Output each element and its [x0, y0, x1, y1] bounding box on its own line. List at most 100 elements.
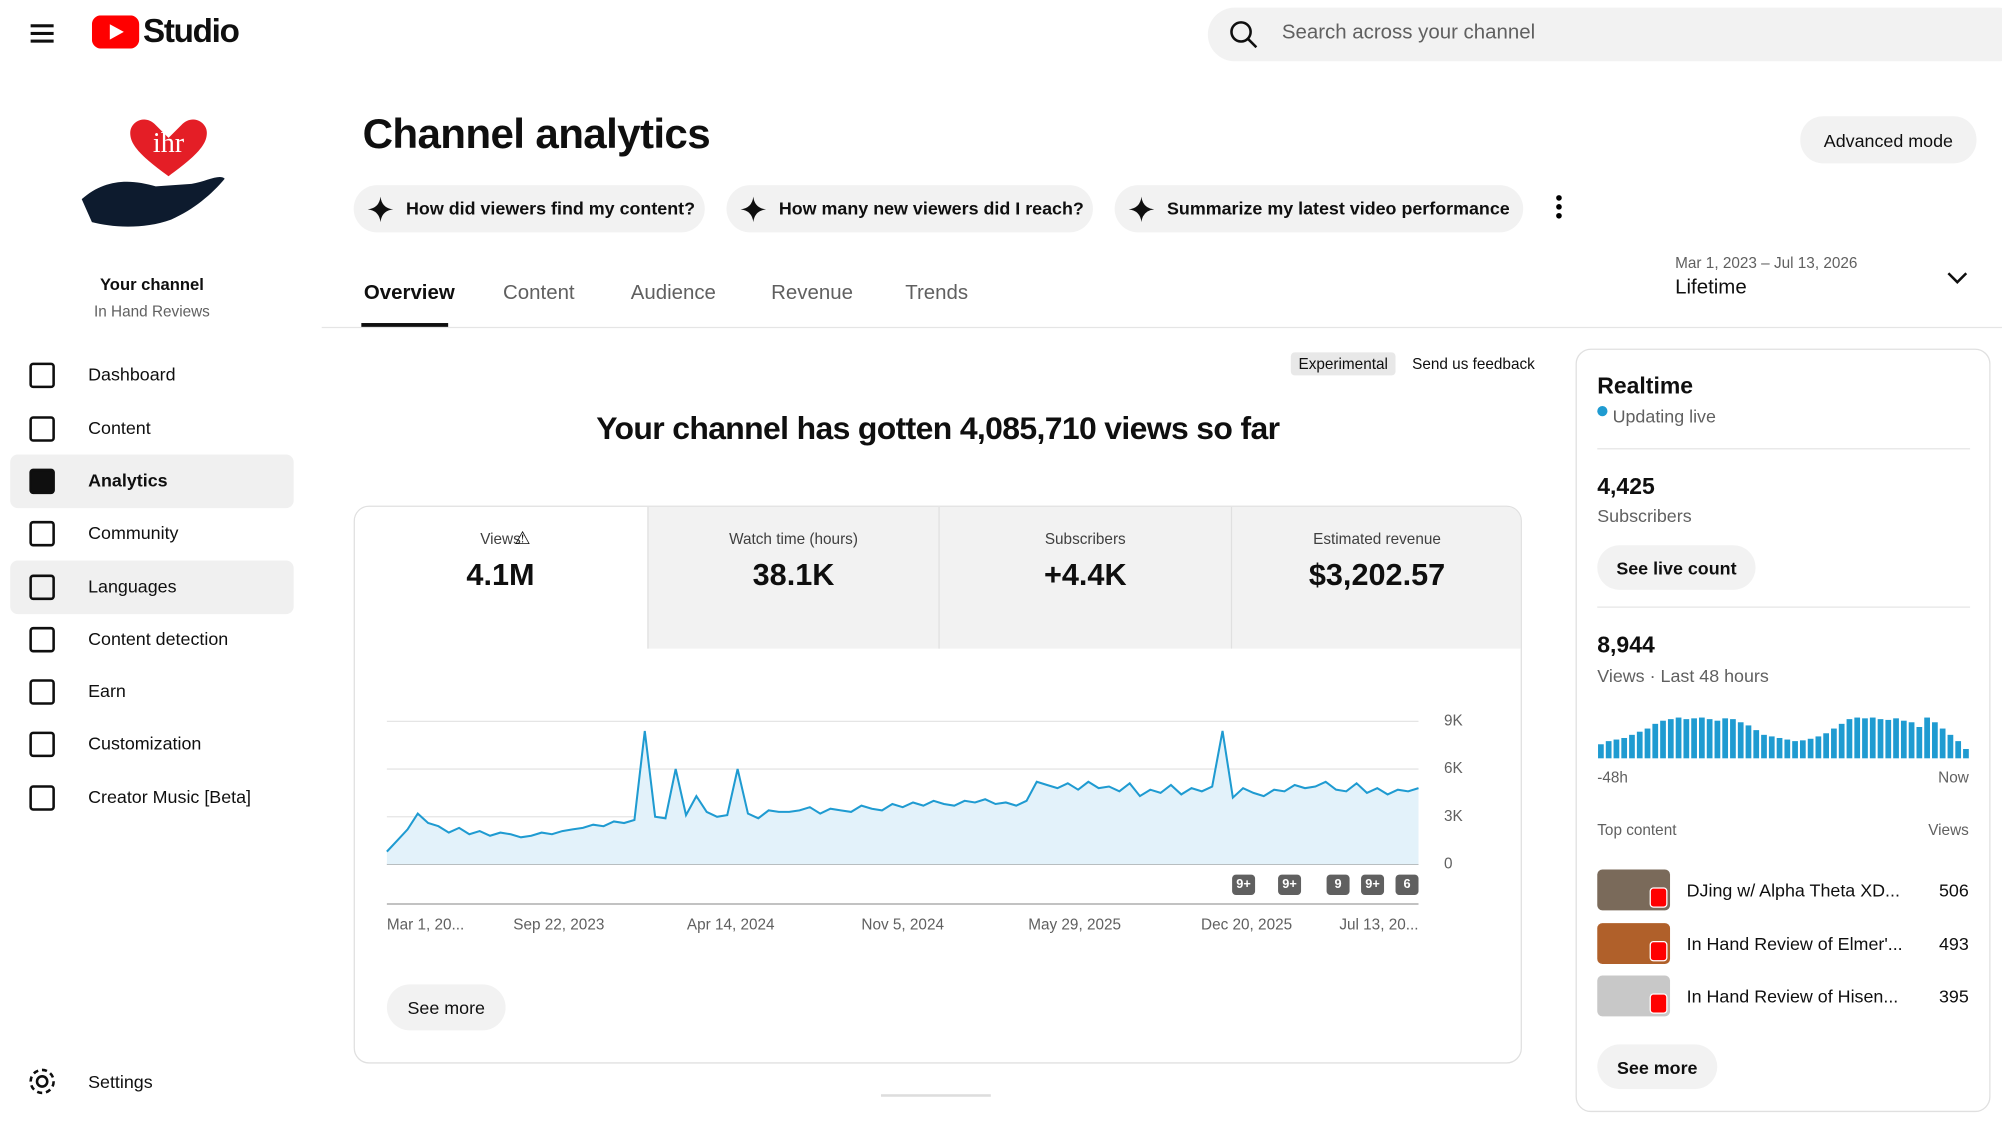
subscribers-label: Subscribers	[1597, 505, 1692, 527]
thumbnail[interactable]	[1597, 869, 1671, 911]
nav-icon[interactable]	[27, 414, 58, 445]
tab[interactable]: Content	[503, 282, 575, 304]
realtime-bar	[1737, 722, 1744, 759]
tabs-divider	[321, 326, 2002, 329]
experimental-badge: Experimental	[1290, 352, 1396, 376]
realtime-bar	[1877, 719, 1884, 759]
shorts-badge	[1649, 940, 1668, 961]
prompt-text: How did viewers find my content?	[406, 197, 696, 219]
realtime-bar	[1706, 719, 1713, 759]
nav-icon[interactable]	[27, 783, 58, 814]
nav-icon[interactable]	[27, 572, 58, 603]
nav-icon[interactable]	[27, 360, 58, 391]
realtime-bar	[1815, 736, 1822, 759]
page-title: Channel analytics	[362, 109, 711, 158]
search-box[interactable]: Search across your channel	[1207, 7, 2002, 62]
settings-icon[interactable]	[27, 1066, 58, 1097]
marker-badge[interactable]	[1326, 874, 1350, 896]
prompt-chip[interactable]: Summarize my latest video performance	[1114, 185, 1524, 233]
nav-label[interactable]: Dashboard	[88, 363, 176, 385]
sparkle	[367, 196, 394, 223]
realtime-bar	[1660, 720, 1666, 759]
realtime-bar	[1613, 739, 1620, 759]
period-dropdown[interactable]	[1946, 269, 1969, 287]
nav-label[interactable]: Community	[88, 522, 179, 543]
thumbnail[interactable]	[1597, 975, 1671, 1017]
realtime-bar	[1621, 737, 1628, 759]
metric-value: +4.4K	[1043, 557, 1127, 593]
marker-badge[interactable]	[1232, 874, 1256, 896]
prompt-chip[interactable]: How many new viewers did I reach?	[726, 185, 1093, 233]
content-title[interactable]: In Hand Review of Elmer'...	[1686, 932, 1903, 954]
metric-value: 4.1M	[466, 557, 535, 593]
date-range[interactable]: Mar 1, 2023 – Jul 13, 2026	[1675, 254, 1858, 272]
x-tick-label: Jul 13, 20...	[1339, 917, 1418, 934]
metric-value: 38.1K	[752, 557, 835, 593]
nav-label[interactable]: Creator Music [Beta]	[88, 786, 252, 807]
metric-tab[interactable]: Subscribers +4.4K	[938, 506, 1231, 649]
logo-text: Studio	[143, 11, 240, 50]
nav-icon[interactable]	[27, 729, 58, 760]
sparkle	[740, 196, 767, 223]
marker-badge[interactable]	[1395, 874, 1419, 896]
tab[interactable]: Trends	[905, 282, 969, 304]
see-more-button[interactable]: See more	[386, 984, 506, 1031]
marker-label: 9+	[1282, 876, 1297, 891]
prompt-chip[interactable]: How did viewers find my content?	[353, 185, 705, 233]
settings-label[interactable]: Settings	[88, 1071, 153, 1092]
realtime-bar	[1636, 731, 1643, 759]
channel-avatar[interactable]: ihr	[79, 115, 227, 232]
nav-icon[interactable]	[27, 466, 58, 497]
metric-tab[interactable]: Estimated revenue $3,202.57	[1230, 506, 1521, 649]
icon-shape	[29, 416, 55, 442]
metric-tab[interactable]: Views 4.1M	[354, 506, 647, 649]
more-button[interactable]	[1549, 193, 1569, 221]
tab[interactable]: Overview	[363, 282, 455, 304]
nav-label[interactable]: Earn	[88, 680, 126, 701]
x-tick-label: Nov 5, 2024	[861, 917, 944, 934]
thumbnail[interactable]	[1597, 922, 1671, 964]
nav-icon[interactable]	[27, 624, 58, 655]
feedback-link[interactable]: Send us feedback	[1412, 354, 1535, 373]
icon-shape	[29, 785, 55, 811]
nav-label[interactable]: Content detection	[88, 628, 229, 649]
advanced-mode-button[interactable]: Advanced mode	[1800, 116, 1977, 164]
realtime-bar	[1691, 718, 1697, 759]
prompt-text: How many new viewers did I reach?	[778, 197, 1084, 219]
icon-shape	[29, 520, 55, 547]
tab[interactable]: Revenue	[771, 282, 853, 304]
realtime-bar	[1900, 720, 1907, 759]
realtime-bar	[1799, 740, 1806, 759]
nav-label[interactable]: Customization	[88, 732, 202, 754]
realtime-see-more[interactable]: See more	[1597, 1044, 1718, 1090]
see-live-count-button[interactable]: See live count	[1597, 545, 1756, 590]
realtime-bars	[1598, 717, 1969, 759]
marker-badge[interactable]	[1278, 874, 1302, 896]
youtube-logo[interactable]	[91, 15, 141, 49]
nav-label[interactable]: Analytics	[88, 469, 168, 491]
content-title[interactable]: DJing w/ Alpha Theta XD...	[1686, 879, 1900, 901]
shorts-badge	[1649, 887, 1668, 908]
metric-tab[interactable]: Watch time (hours) 38.1K	[646, 506, 940, 649]
realtime-bar	[1963, 748, 1969, 759]
metric-label: Views	[480, 529, 521, 548]
nav-label[interactable]: Languages	[88, 575, 177, 597]
x-tick-label: May 29, 2025	[1028, 917, 1121, 934]
realtime-bar	[1761, 734, 1767, 759]
nav-icon[interactable]	[27, 677, 58, 708]
bars-start-label: -48h	[1597, 768, 1628, 787]
y-tick-label: 0	[1444, 855, 1453, 872]
search-placeholder: Search across your channel	[1281, 21, 1536, 44]
realtime-bar	[1893, 718, 1899, 759]
tab[interactable]: Audience	[630, 282, 716, 304]
marker-badge[interactable]	[1361, 874, 1385, 896]
realtime-status: Updating live	[1612, 406, 1716, 427]
channel-label: Your channel	[99, 274, 204, 294]
menu-button[interactable]	[28, 22, 59, 48]
realtime-bar	[1955, 741, 1962, 759]
nav-label[interactable]: Content	[88, 417, 151, 438]
nav-icon[interactable]	[27, 518, 58, 549]
content-title[interactable]: In Hand Review of Hisen...	[1686, 985, 1899, 1007]
period[interactable]: Lifetime	[1675, 277, 1747, 299]
realtime-bar	[1730, 719, 1736, 759]
